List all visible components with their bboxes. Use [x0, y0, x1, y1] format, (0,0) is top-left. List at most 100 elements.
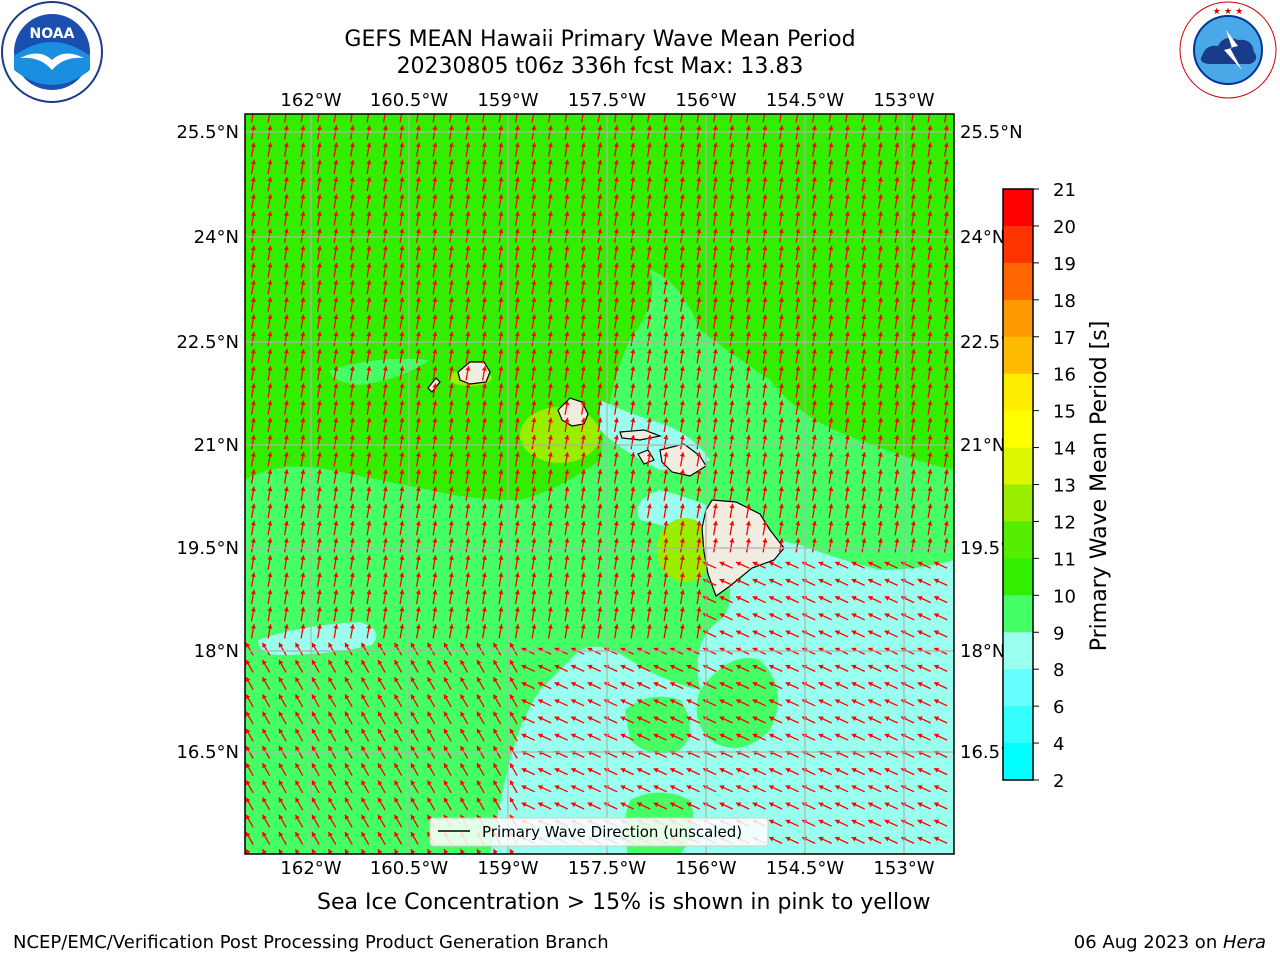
wave-arrowhead [427, 797, 432, 803]
wave-arrowhead [745, 503, 751, 509]
wave-arrowhead [835, 630, 841, 636]
wave-arrowhead [432, 177, 438, 182]
wave-arrowhead [729, 521, 735, 526]
wave-arrowhead [415, 503, 421, 509]
wave-arrowhead [868, 716, 874, 722]
wave-arrowhead [245, 814, 251, 820]
wave-arrowhead [835, 768, 841, 773]
wave-arrowhead [448, 589, 454, 595]
wave-arrowhead [443, 797, 449, 803]
wave-arrowhead [663, 228, 669, 234]
wave-arrowhead [630, 194, 636, 199]
wave-arrowhead [712, 349, 718, 354]
wave-arrowhead [844, 228, 850, 234]
wave-arrowhead [818, 647, 824, 653]
map-frame [244, 113, 955, 855]
wave-arrowhead [481, 417, 487, 423]
wave-arrowhead [245, 660, 251, 665]
wave-arrowhead [597, 607, 603, 612]
wave-arrowhead [564, 245, 570, 251]
wave-arrowhead [514, 607, 520, 612]
wave-arrowhead [762, 521, 768, 526]
wave-arrowhead [637, 733, 643, 739]
wave-arrowhead [448, 125, 454, 130]
wave-arrowhead [769, 682, 775, 687]
wave-arrowhead [762, 331, 768, 337]
wave-arrowhead [547, 245, 553, 251]
wave-arrowhead [613, 383, 619, 388]
wave-arrowhead [910, 194, 916, 199]
wave-arrowhead [736, 578, 742, 584]
wave-arrowhead [267, 417, 273, 423]
wave-arrowhead [427, 814, 432, 820]
wave-arrowhead [382, 503, 388, 509]
lon-label: 154.5°W [766, 858, 845, 879]
wave-arrowhead [394, 711, 399, 717]
colorbar-band [1003, 632, 1033, 670]
wave-arrowhead [844, 177, 850, 182]
map-gridlines [245, 114, 954, 854]
wave-arrowhead [752, 733, 758, 739]
wave-arrowhead [295, 694, 300, 700]
wave-arrowhead [729, 245, 735, 251]
wave-arrowhead [861, 486, 867, 492]
wave-arrowhead [415, 297, 421, 302]
colorbar-band [1003, 558, 1033, 596]
wave-arrowhead [630, 245, 636, 251]
wave-arrowhead [481, 263, 487, 268]
wave-arrow [646, 114, 650, 123]
wave-arrowhead [934, 664, 940, 670]
wave-arrowhead [844, 314, 850, 320]
wave-arrowhead [696, 159, 702, 165]
wave-arrowhead [729, 469, 735, 474]
wave-arrowhead [250, 435, 256, 440]
wave-arrowhead [399, 331, 405, 337]
wave-arrow [828, 114, 832, 123]
wave-arrowhead [613, 555, 619, 560]
wave-arrowhead [851, 819, 857, 825]
wave-arrow [762, 114, 766, 123]
wave-arrowhead [828, 194, 834, 199]
wave-arrowhead [646, 400, 652, 406]
wave-arrowhead [894, 417, 900, 423]
wave-arrowhead [894, 263, 900, 268]
wave-arrowhead [514, 486, 520, 492]
wave-arrowhead [382, 417, 388, 423]
wave-arrowhead [835, 578, 841, 584]
wave-arrowhead [910, 297, 916, 302]
wave-arrowhead [394, 694, 399, 700]
wave-arrowhead [399, 280, 405, 285]
wave-arrowhead [752, 785, 758, 790]
wave-arrow [844, 114, 848, 123]
wave-arrowhead [333, 572, 339, 578]
wave-arrow [752, 853, 754, 854]
colorbar-label: Primary Wave Mean Period [s] [1087, 321, 1112, 652]
wave-arrowhead [597, 538, 603, 543]
wave-arrowhead [719, 802, 725, 808]
wave-arrowhead [531, 177, 537, 182]
wave-arrowhead [333, 555, 339, 560]
wave-arrowhead [465, 538, 471, 543]
wave-arrowhead [696, 435, 702, 440]
wave-arrowhead [432, 572, 438, 578]
wave-arrowhead [851, 785, 857, 790]
wave-arrowhead [580, 211, 586, 216]
wave-arrowhead [328, 814, 333, 820]
wave-arrowhead [361, 797, 366, 803]
wave-arrowhead [877, 503, 883, 509]
wave-arrowhead [835, 785, 841, 790]
wave-arrowhead [531, 383, 537, 388]
wave-arrowhead [811, 314, 817, 320]
wave-arrowhead [934, 682, 940, 687]
wave-arrowhead [637, 664, 643, 670]
wave-arrowhead [531, 125, 537, 130]
wave-arrowhead [531, 521, 537, 526]
wave-arrowhead [861, 349, 867, 354]
wave-arrowhead [366, 521, 372, 526]
wave-arrowhead [580, 486, 586, 492]
wave-arrowhead [448, 521, 454, 526]
wave-arrowhead [316, 538, 322, 543]
wave-arrowhead [828, 503, 834, 509]
wave-arrowhead [653, 647, 659, 653]
wave-arrowhead [564, 417, 570, 423]
